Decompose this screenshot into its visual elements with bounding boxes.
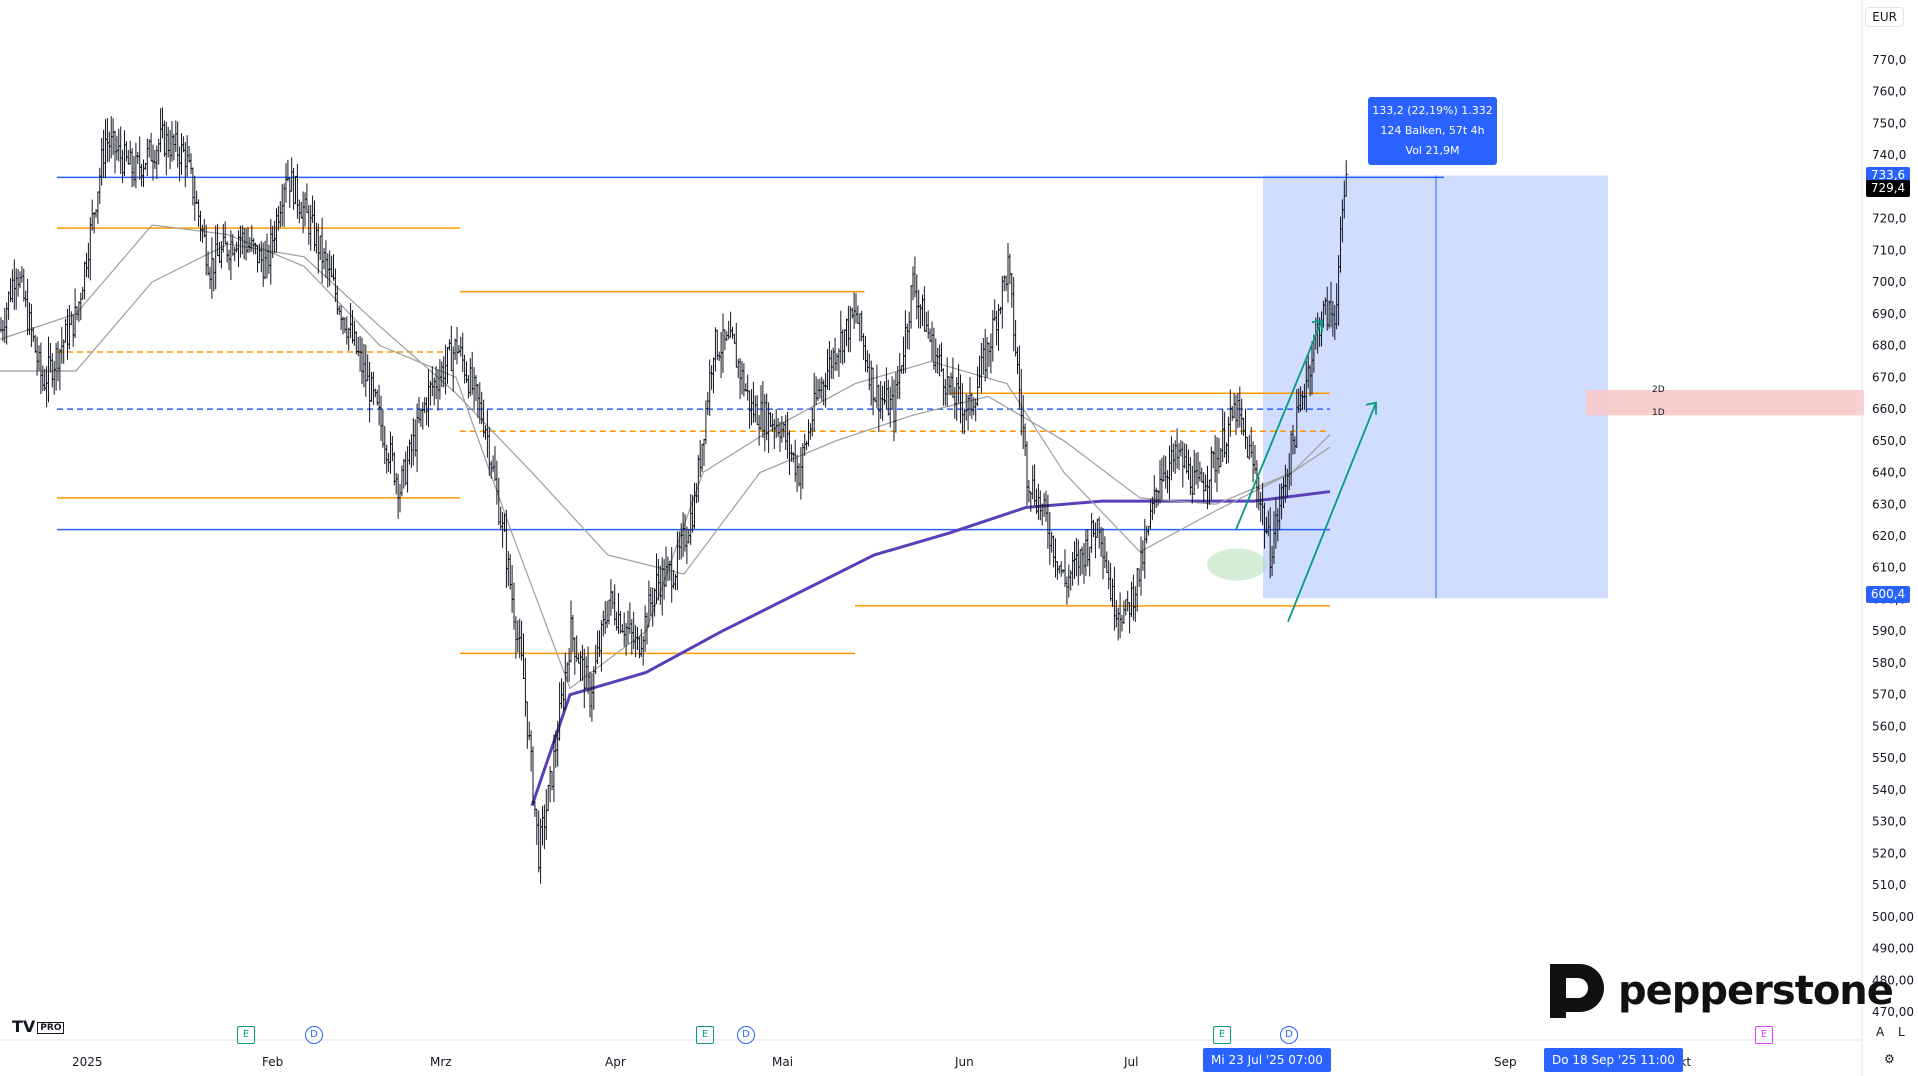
tf-label-2d: 2D bbox=[1652, 385, 1665, 395]
candle-bar bbox=[287, 178, 292, 208]
y-tick-label: 640,0 bbox=[1872, 466, 1906, 480]
y-tick-label: 760,0 bbox=[1872, 85, 1906, 99]
y-tick-label: 700,0 bbox=[1872, 275, 1906, 289]
tv-pro-badge: PRO bbox=[37, 1021, 65, 1034]
measure-change: 133,2 (22,19%) 1.332 bbox=[1372, 104, 1493, 117]
y-tick-label: 750,0 bbox=[1872, 116, 1906, 130]
measure-bars: 124 Balken, 57t 4h bbox=[1380, 124, 1485, 137]
measure-volume: Vol 21,9M bbox=[1405, 144, 1460, 157]
x-tick-label: Mrz bbox=[430, 1055, 452, 1069]
high-price-tag: 733,6 bbox=[1866, 167, 1910, 184]
y-tick-label: 560,0 bbox=[1872, 719, 1906, 733]
y-tick-label: 480,00 bbox=[1872, 973, 1914, 987]
measure-tooltip: 133,2 (22,19%) 1.332 124 Balken, 57t 4h … bbox=[1368, 97, 1497, 165]
moving-average-line bbox=[0, 224, 1331, 690]
moving-average-line bbox=[0, 243, 1331, 575]
y-tick-label: 610,0 bbox=[1872, 561, 1906, 575]
y-tick-label: 720,0 bbox=[1872, 212, 1906, 226]
highlight-ellipse bbox=[1207, 548, 1267, 581]
y-tick-label: 710,0 bbox=[1872, 243, 1906, 257]
trend-arrow[interactable] bbox=[1287, 402, 1377, 623]
pepperstone-wordmark: pepperstone bbox=[1618, 968, 1894, 1014]
y-tick-label: 590,0 bbox=[1872, 624, 1906, 638]
x-tick-label: 2025 bbox=[72, 1055, 103, 1069]
y-tick-label: 630,0 bbox=[1872, 497, 1906, 511]
y-tick-label: 580,0 bbox=[1872, 656, 1906, 670]
y-tick-label: 690,0 bbox=[1872, 307, 1906, 321]
dividend-event-icon[interactable]: D bbox=[737, 1026, 755, 1044]
y-tick-label: 470,00 bbox=[1872, 1005, 1914, 1019]
earnings-event-icon[interactable]: E bbox=[1213, 1026, 1231, 1044]
resistance-zone bbox=[1586, 390, 1864, 416]
pepperstone-logo: pepperstone bbox=[1540, 960, 1894, 1022]
earnings-upcoming-icon[interactable]: E bbox=[1755, 1026, 1773, 1044]
candle-bar bbox=[1344, 160, 1349, 197]
x-tick-label: Mai bbox=[772, 1055, 793, 1069]
earnings-event-icon[interactable]: E bbox=[696, 1026, 714, 1044]
trend-arrow[interactable] bbox=[1235, 319, 1323, 530]
y-tick-label: 660,0 bbox=[1872, 402, 1906, 416]
currency-selector[interactable]: EUR bbox=[1865, 7, 1904, 27]
y-tick-label: 510,0 bbox=[1872, 878, 1906, 892]
y-tick-label: 530,0 bbox=[1872, 815, 1906, 829]
y-tick-label: 570,0 bbox=[1872, 688, 1906, 702]
y-tick-label: 490,00 bbox=[1872, 942, 1914, 956]
tradingview-logo: TV PRO bbox=[12, 1017, 65, 1036]
moving-average-line bbox=[530, 490, 1331, 807]
trend-arrow-head-icon bbox=[1311, 319, 1323, 333]
dividend-event-icon[interactable]: D bbox=[1280, 1026, 1298, 1044]
y-tick-label: 680,0 bbox=[1872, 339, 1906, 353]
pepperstone-mark-icon bbox=[1550, 964, 1604, 1018]
y-tick-label: 540,0 bbox=[1872, 783, 1906, 797]
date-end-tag: Do 18 Sep '25 11:00 bbox=[1544, 1048, 1683, 1072]
y-tick-label: 620,0 bbox=[1872, 529, 1906, 543]
trend-arrow-head-icon bbox=[1365, 401, 1377, 415]
x-tick-label: Apr bbox=[605, 1055, 626, 1069]
settings-gear-icon[interactable]: ⚙ bbox=[1884, 1052, 1895, 1066]
date-start-tag: Mi 23 Jul '25 07:00 bbox=[1203, 1048, 1331, 1072]
tf-label-1d: 1D bbox=[1652, 408, 1665, 418]
low-price-tag: 600,4 bbox=[1866, 586, 1910, 603]
y-tick-label: 670,0 bbox=[1872, 370, 1906, 384]
auto-scale-button[interactable]: A bbox=[1876, 1025, 1885, 1039]
earnings-event-icon[interactable]: E bbox=[237, 1026, 255, 1044]
current-price-tag: 729,4 bbox=[1866, 180, 1910, 197]
y-tick-label: 770,0 bbox=[1872, 53, 1906, 67]
x-tick-label: Jun bbox=[954, 1055, 974, 1069]
y-tick-label: 520,0 bbox=[1872, 846, 1906, 860]
tv-text: TV bbox=[12, 1017, 36, 1036]
y-tick-label: 650,0 bbox=[1872, 434, 1906, 448]
y-tick-label: 740,0 bbox=[1872, 148, 1906, 162]
y-tick-label: 550,0 bbox=[1872, 751, 1906, 765]
y-tick-label: 500,00 bbox=[1872, 910, 1914, 924]
dividend-event-icon[interactable]: D bbox=[305, 1026, 323, 1044]
x-tick-label: Jul bbox=[1123, 1055, 1138, 1069]
x-tick-label: Sep bbox=[1494, 1055, 1517, 1069]
x-tick-label: Feb bbox=[262, 1055, 283, 1069]
log-scale-button[interactable]: L bbox=[1898, 1025, 1905, 1039]
